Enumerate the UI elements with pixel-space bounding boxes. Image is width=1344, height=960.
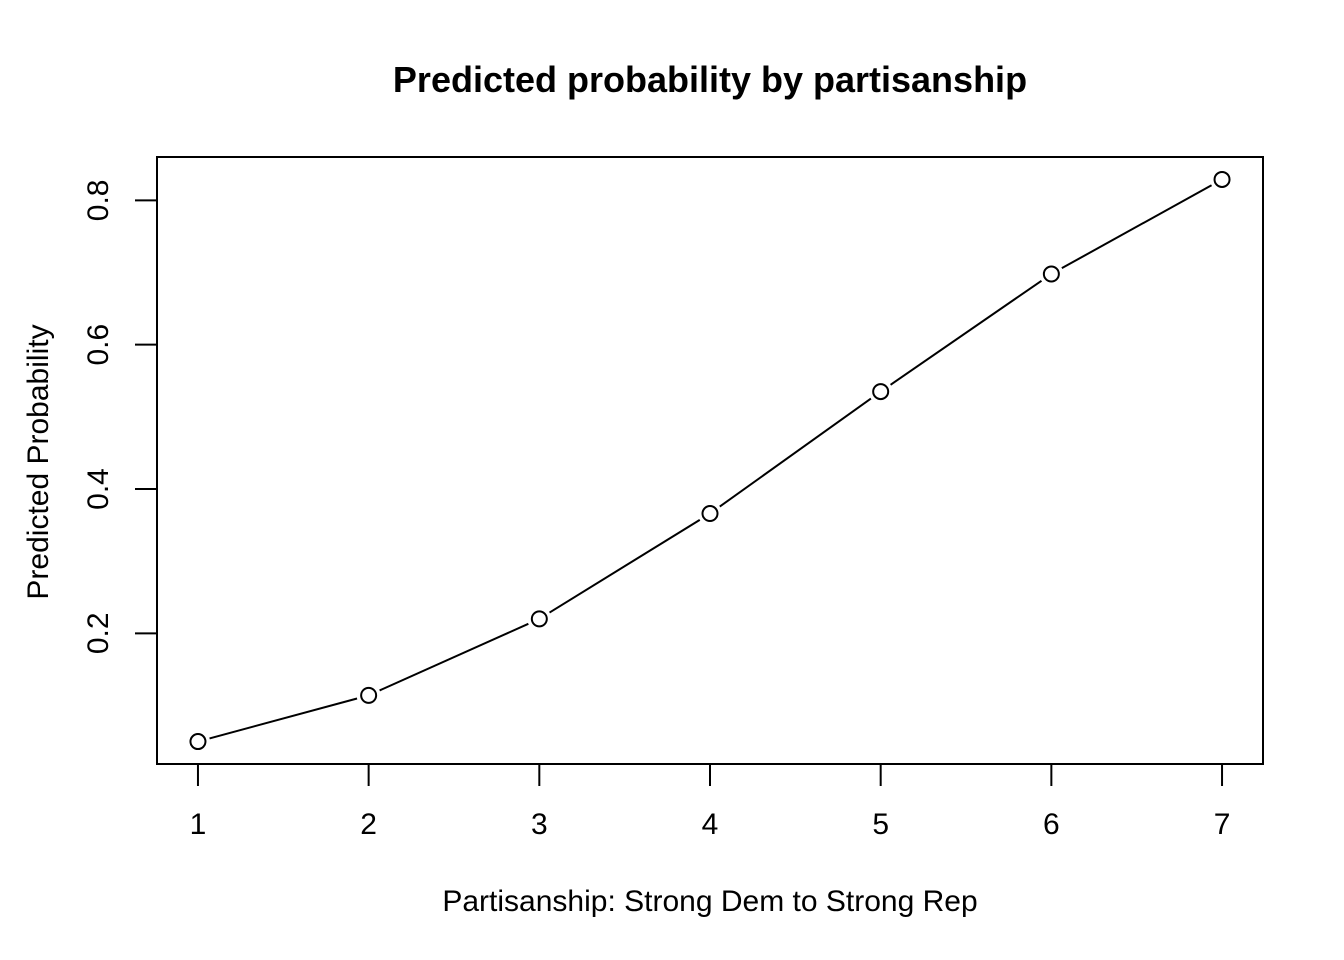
line-segment [209,697,358,740]
x-tick-label: 3 [531,808,548,841]
chart-title: Predicted probability by partisanship [393,59,1027,100]
data-series [189,170,1231,751]
data-point [189,733,207,751]
line-segment [549,518,701,614]
data-point [701,505,719,523]
line-segment [1061,184,1213,270]
x-axis-label: Partisanship: Strong Dem to Strong Rep [442,885,977,918]
data-point [872,383,890,401]
y-axis-label: Predicted Probability [22,324,55,599]
y-tick-label: 0.4 [82,468,115,510]
x-tick-label: 1 [190,808,207,841]
data-point [530,610,548,628]
x-tick-label: 6 [1043,808,1060,841]
x-tick-label: 7 [1214,808,1231,841]
data-point [1042,265,1060,283]
y-tick-label: 0.8 [82,180,115,222]
x-axis: 1 2 3 4 5 6 7 [190,763,1231,841]
y-axis: 0.2 0.4 0.6 0.8 [82,180,158,654]
y-tick-label: 0.6 [82,324,115,366]
data-point [360,686,378,704]
x-tick-label: 4 [702,808,719,841]
line-segment [889,279,1043,386]
line-segment [719,397,872,508]
y-tick-label: 0.2 [82,612,115,654]
line-segment [379,622,529,692]
x-tick-label: 5 [872,808,889,841]
data-point [1213,170,1231,188]
x-tick-label: 2 [360,808,377,841]
